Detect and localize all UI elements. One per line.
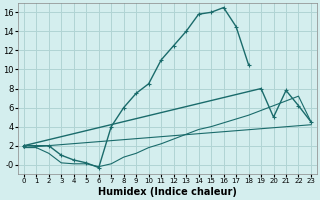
X-axis label: Humidex (Indice chaleur): Humidex (Indice chaleur) [98, 187, 237, 197]
